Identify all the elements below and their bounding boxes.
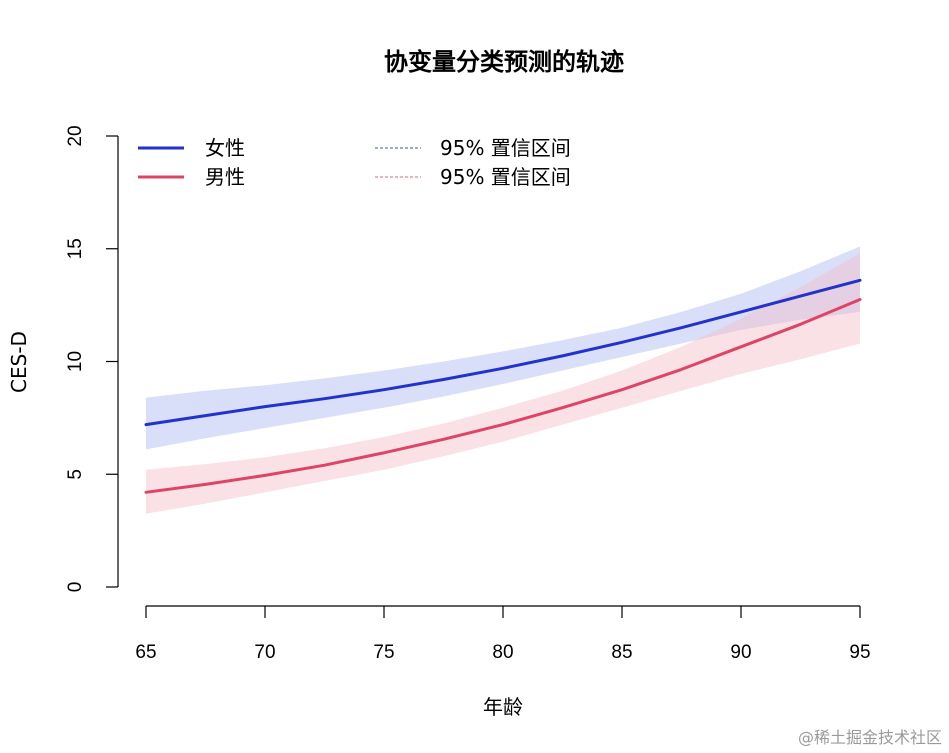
legend: 女性 男性 95% 置信区间 95% 置信区间 [138, 136, 571, 189]
x-tick-label-70: 70 [254, 642, 275, 663]
x-tick-label-75: 75 [373, 642, 394, 663]
y-tick-label-20: 20 [65, 125, 86, 146]
series-line-1 [144, 298, 862, 494]
y-tick-label-15: 15 [65, 238, 86, 259]
legend-label-series-1: 男性 [205, 165, 245, 189]
watermark: @稀土掘金技术社区 [798, 728, 942, 747]
x-tick-label-95: 95 [849, 642, 870, 663]
legend-label-ci-0: 95% 置信区间 [440, 136, 571, 160]
series-lines [144, 278, 862, 494]
axes: 65 70 75 80 85 90 95 0 5 10 15 20 [65, 125, 871, 663]
y-ticks: 0 5 10 15 20 [65, 125, 118, 592]
x-axis-label: 年龄 [483, 695, 523, 719]
legend-label-ci-1: 95% 置信区间 [440, 165, 571, 189]
x-tick-label-80: 80 [492, 642, 513, 663]
ci-band-series-1 [146, 253, 860, 514]
x-tick-label-65: 65 [135, 642, 156, 663]
x-tick-label-85: 85 [611, 642, 632, 663]
y-tick-label-0: 0 [65, 582, 86, 593]
series-line-0 [144, 278, 862, 427]
y-tick-label-10: 10 [65, 351, 86, 372]
x-ticks: 65 70 75 80 85 90 95 [135, 606, 871, 663]
chart-title: 协变量分类预测的轨迹 [384, 47, 624, 76]
x-tick-label-90: 90 [730, 642, 751, 663]
y-tick-label-5: 5 [65, 469, 86, 480]
y-axis-label: CES-D [7, 331, 31, 393]
confidence-bands [146, 246, 860, 514]
legend-label-series-0: 女性 [205, 136, 245, 160]
